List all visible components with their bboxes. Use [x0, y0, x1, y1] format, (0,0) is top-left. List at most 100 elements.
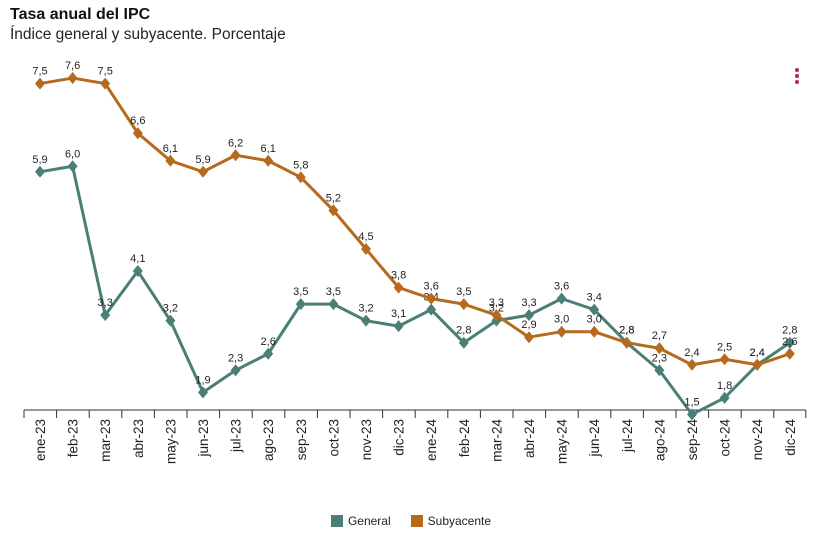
data-point-subyacente[interactable] [361, 242, 371, 255]
data-point-subyacente[interactable] [230, 149, 241, 162]
x-tick-label: oct-24 [718, 419, 733, 457]
data-point-general[interactable] [393, 320, 404, 333]
data-label-subyacente: 2,5 [717, 341, 732, 353]
x-tick-label: feb-24 [457, 419, 472, 458]
data-label-general: 2,8 [619, 325, 634, 337]
data-point-subyacente[interactable] [165, 154, 176, 167]
x-tick-label: ago-24 [652, 419, 667, 462]
chart-subtitle: Índice general y subyacente. Porcentaje [10, 26, 286, 43]
x-tick-label: abr-23 [131, 419, 146, 458]
series-line-subyacente [39, 76, 791, 367]
legend-item-general[interactable]: General [330, 514, 391, 528]
data-point-general[interactable] [132, 265, 143, 278]
data-label-subyacente: 2,7 [652, 330, 667, 342]
data-point-general[interactable] [524, 309, 534, 322]
data-point-subyacente[interactable] [458, 298, 469, 311]
data-label-general: 3,3 [98, 297, 113, 309]
data-label-general: 2,6 [261, 336, 276, 348]
data-label-subyacente: 3,5 [456, 286, 471, 298]
data-label-subyacente: 7,5 [32, 66, 47, 78]
data-point-subyacente[interactable] [393, 281, 404, 294]
data-point-general[interactable] [230, 364, 241, 377]
data-point-general[interactable] [35, 165, 45, 178]
data-point-general[interactable] [263, 347, 274, 360]
data-point-general[interactable] [426, 303, 437, 316]
data-label-general: 3,6 [554, 281, 569, 293]
data-label-subyacente: 2,9 [521, 319, 536, 331]
data-label-subyacente: 2,4 [684, 347, 699, 359]
data-point-subyacente[interactable] [752, 358, 763, 371]
data-point-general[interactable] [589, 303, 600, 316]
data-point-general[interactable] [361, 314, 371, 327]
x-tick-label: may-23 [163, 419, 178, 464]
data-point-general[interactable] [784, 336, 795, 349]
data-point-subyacente[interactable] [35, 77, 45, 90]
legend: General Subyacente [0, 514, 822, 528]
data-point-general[interactable] [687, 408, 697, 421]
data-point-subyacente[interactable] [328, 204, 339, 217]
data-label-subyacente: 5,9 [195, 154, 210, 166]
data-label-general: 2,8 [456, 325, 471, 337]
data-point-subyacente[interactable] [556, 325, 567, 338]
data-point-general[interactable] [165, 314, 176, 327]
x-tick-label: dic-24 [783, 419, 798, 456]
legend-item-subyacente[interactable]: Subyacente [410, 514, 492, 528]
x-tick-label: nov-24 [750, 419, 765, 461]
data-point-subyacente[interactable] [621, 336, 632, 349]
x-tick-label: sep-24 [685, 419, 700, 461]
data-point-subyacente[interactable] [67, 72, 78, 85]
data-point-general[interactable] [654, 364, 665, 377]
data-label-general: 2,3 [652, 352, 667, 364]
data-label-subyacente: 4,5 [358, 231, 373, 243]
data-label-general: 3,4 [587, 292, 602, 304]
x-tick-label: jul-23 [229, 419, 244, 453]
data-point-general[interactable] [719, 391, 730, 404]
x-tick-label: feb-23 [66, 419, 81, 457]
data-label-general: 2,4 [750, 347, 765, 359]
x-tick-label: mar-24 [489, 419, 504, 462]
data-point-general[interactable] [458, 336, 469, 349]
data-label-subyacente: 3,0 [554, 314, 569, 326]
data-point-subyacente[interactable] [719, 353, 730, 366]
data-point-general[interactable] [100, 309, 111, 322]
data-label-general: 3,2 [489, 303, 504, 315]
legend-label-general: General [347, 514, 391, 528]
data-point-general[interactable] [328, 298, 339, 311]
data-point-subyacente[interactable] [687, 358, 697, 371]
more-options-icon[interactable] [790, 66, 804, 92]
data-point-subyacente[interactable] [524, 331, 534, 344]
data-label-general: 1,5 [684, 396, 699, 408]
data-point-subyacente[interactable] [100, 77, 111, 90]
data-point-subyacente[interactable] [784, 347, 795, 360]
data-label-subyacente: 6,1 [163, 143, 178, 155]
data-point-general[interactable] [556, 292, 567, 305]
data-point-subyacente[interactable] [132, 127, 143, 140]
data-point-subyacente[interactable] [426, 292, 437, 305]
data-point-subyacente[interactable] [491, 309, 502, 322]
data-label-general: 2,8 [782, 325, 797, 337]
data-point-subyacente[interactable] [654, 342, 665, 355]
data-label-general: 3,5 [293, 286, 308, 298]
data-label-general: 3,1 [391, 308, 406, 320]
data-point-subyacente[interactable] [295, 171, 306, 184]
data-point-subyacente[interactable] [263, 154, 274, 167]
data-point-subyacente[interactable] [198, 165, 208, 178]
data-label-subyacente: 3,8 [391, 270, 406, 282]
x-tick-label: ago-23 [261, 419, 276, 461]
x-tick-label: oct-23 [326, 419, 341, 457]
data-label-general: 4,1 [130, 253, 145, 265]
data-point-general[interactable] [198, 386, 208, 399]
data-label-general: 3,2 [163, 303, 178, 315]
chart-title: Tasa anual del IPC [10, 6, 151, 23]
x-tick-label: jul-24 [620, 419, 635, 454]
data-point-subyacente[interactable] [589, 325, 600, 338]
data-label-subyacente: 5,2 [326, 192, 341, 204]
series-line-general [39, 164, 791, 416]
legend-label-subyacente: Subyacente [427, 514, 492, 528]
data-point-general[interactable] [67, 160, 78, 173]
data-label-subyacente: 2,6 [782, 336, 797, 348]
data-label-subyacente: 7,6 [65, 60, 80, 72]
data-point-general[interactable] [295, 298, 306, 311]
legend-swatch-general [330, 515, 343, 527]
data-label-subyacente: 3,6 [424, 281, 439, 293]
